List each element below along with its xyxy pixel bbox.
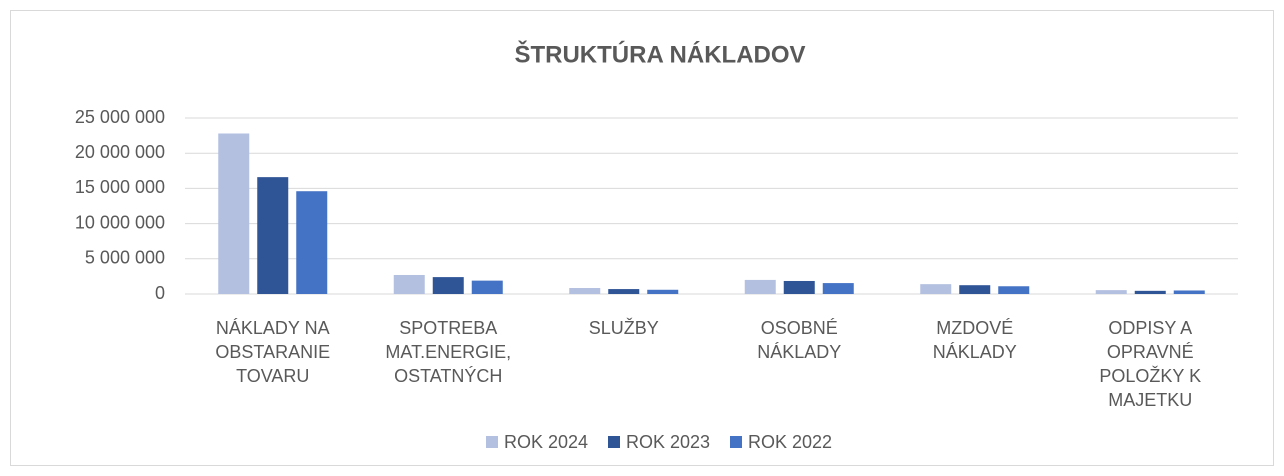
legend-swatch bbox=[608, 436, 620, 448]
bar bbox=[959, 285, 991, 294]
x-tick-label: MZDOVÉ NÁKLADY bbox=[932, 318, 1017, 362]
y-tick-label: 20 000 000 bbox=[75, 142, 165, 162]
legend-swatch bbox=[730, 436, 742, 448]
x-tick-label: OSOBNÉ NÁKLADY bbox=[757, 318, 842, 362]
bar bbox=[257, 177, 289, 294]
bar bbox=[920, 284, 952, 294]
x-tick-label: SLUŽBY bbox=[588, 318, 659, 338]
bar bbox=[998, 286, 1030, 294]
x-tick-label: SPOTREBA MAT.ENERGIE, OSTATNÝCH bbox=[385, 318, 512, 386]
bar bbox=[822, 283, 854, 294]
y-tick-label: 25 000 000 bbox=[75, 107, 165, 127]
bar bbox=[1173, 290, 1205, 294]
legend-swatch bbox=[486, 436, 498, 448]
bar bbox=[218, 133, 250, 294]
bar bbox=[1095, 290, 1127, 294]
bar bbox=[647, 289, 679, 294]
legend-label: ROK 2022 bbox=[748, 432, 832, 452]
bar bbox=[393, 274, 425, 294]
y-tick-label: 10 000 000 bbox=[75, 212, 165, 232]
y-tick-label: 0 bbox=[155, 283, 165, 303]
bar bbox=[432, 277, 464, 294]
bar bbox=[744, 279, 776, 294]
bar bbox=[783, 280, 815, 294]
x-tick-label: ODPISY A OPRAVNÉ POLOŽKY K MAJETKU bbox=[1099, 318, 1202, 410]
bar bbox=[569, 288, 601, 294]
bar bbox=[1134, 290, 1166, 294]
bar bbox=[608, 289, 640, 294]
y-tick-label: 5 000 000 bbox=[85, 248, 165, 268]
legend-label: ROK 2023 bbox=[626, 432, 710, 452]
y-tick-label: 15 000 000 bbox=[75, 177, 165, 197]
x-tick-label: NÁKLADY NA OBSTARANIE TOVARU bbox=[215, 318, 331, 386]
bar bbox=[471, 280, 503, 294]
chart-title: ŠTRUKTÚRA NÁKLADOV bbox=[514, 40, 805, 68]
bar bbox=[296, 191, 328, 294]
legend-label: ROK 2024 bbox=[504, 432, 588, 452]
